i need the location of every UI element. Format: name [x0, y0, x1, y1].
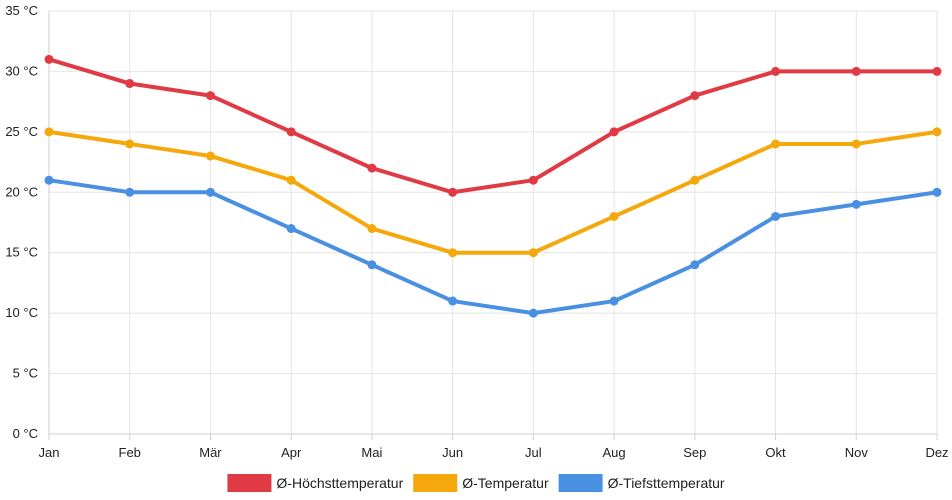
y-tick-label: 30 °C — [5, 63, 38, 78]
y-tick-label: 10 °C — [5, 305, 38, 320]
legend: Ø-Höchsttemperatur Ø-Temperatur Ø-Tiefstte… — [227, 474, 725, 492]
x-tick-label: Okt — [765, 445, 786, 460]
data-point[interactable] — [690, 260, 700, 270]
x-tick-label: Dez — [925, 445, 948, 460]
data-point[interactable] — [851, 66, 861, 76]
data-point[interactable] — [448, 296, 458, 306]
data-point[interactable] — [286, 175, 296, 185]
data-point[interactable] — [771, 211, 781, 221]
legend-swatch — [227, 474, 272, 492]
x-tick-label: Sep — [683, 445, 706, 460]
data-point[interactable] — [771, 139, 781, 149]
series-1 — [44, 54, 942, 197]
y-tick-label: 25 °C — [5, 124, 38, 139]
x-tick-label: Jun — [442, 445, 463, 460]
data-point[interactable] — [286, 224, 296, 234]
data-point[interactable] — [851, 139, 861, 149]
data-point[interactable] — [44, 127, 54, 137]
series-layer — [44, 54, 942, 318]
x-tick-label: Mär — [199, 445, 222, 460]
data-point[interactable] — [44, 54, 54, 64]
x-tick-label: Feb — [119, 445, 141, 460]
data-point[interactable] — [528, 308, 538, 318]
x-tick-label: Jan — [39, 445, 60, 460]
data-point[interactable] — [448, 248, 458, 258]
y-tick-label: 0 °C — [13, 426, 38, 441]
data-point[interactable] — [851, 199, 861, 209]
data-point[interactable] — [286, 127, 296, 137]
x-tick-label: Jul — [525, 445, 542, 460]
series-3 — [44, 175, 942, 318]
data-point[interactable] — [771, 66, 781, 76]
data-point[interactable] — [125, 139, 135, 149]
x-tick-label: Mai — [361, 445, 382, 460]
y-tick-label: 15 °C — [5, 245, 38, 260]
data-point[interactable] — [205, 151, 215, 161]
y-tick-label: 20 °C — [5, 184, 38, 199]
data-point[interactable] — [690, 175, 700, 185]
legend-label: Ø-Temperatur — [462, 475, 549, 491]
series-line — [47, 178, 939, 316]
data-point[interactable] — [448, 187, 458, 197]
data-point[interactable] — [690, 91, 700, 101]
data-point[interactable] — [528, 175, 538, 185]
data-point[interactable] — [528, 248, 538, 258]
y-tick-label: 5 °C — [13, 366, 38, 381]
axis-layer: 0 °C 5 °C 10 °C 15 °C 20 °C 25 °C 30 °C 35 °C Ja… — [5, 3, 948, 460]
legend-label: Ø-Höchsttemperatur — [276, 475, 403, 491]
legend-item[interactable]: Ø-Temperatur — [413, 474, 549, 492]
grid-layer — [48, 10, 938, 435]
data-point[interactable] — [125, 79, 135, 89]
data-point[interactable] — [205, 187, 215, 197]
data-point[interactable] — [367, 224, 377, 234]
legend-item[interactable]: Ø-Höchsttemperatur — [227, 474, 404, 492]
data-point[interactable] — [367, 260, 377, 270]
data-point[interactable] — [609, 296, 619, 306]
data-point[interactable] — [205, 91, 215, 101]
series-line — [47, 129, 939, 255]
series-line — [47, 57, 939, 195]
x-tick-label: Aug — [603, 445, 626, 460]
x-tick-label: Apr — [281, 445, 302, 460]
data-point[interactable] — [932, 127, 942, 137]
data-point[interactable] — [44, 175, 54, 185]
legend-item[interactable]: Ø-Tiefsttemperatur — [558, 474, 725, 492]
legend-swatch — [413, 474, 458, 492]
data-point[interactable] — [125, 187, 135, 197]
data-point[interactable] — [609, 127, 619, 137]
data-point[interactable] — [367, 163, 377, 173]
data-point[interactable] — [932, 187, 942, 197]
data-point[interactable] — [609, 211, 619, 221]
legend-swatch — [558, 474, 603, 492]
data-point[interactable] — [932, 66, 942, 76]
x-tick-label: Nov — [845, 445, 869, 460]
series-2 — [44, 127, 942, 258]
y-tick-label: 35 °C — [5, 3, 38, 18]
legend-label: Ø-Tiefsttemperatur — [608, 475, 725, 491]
